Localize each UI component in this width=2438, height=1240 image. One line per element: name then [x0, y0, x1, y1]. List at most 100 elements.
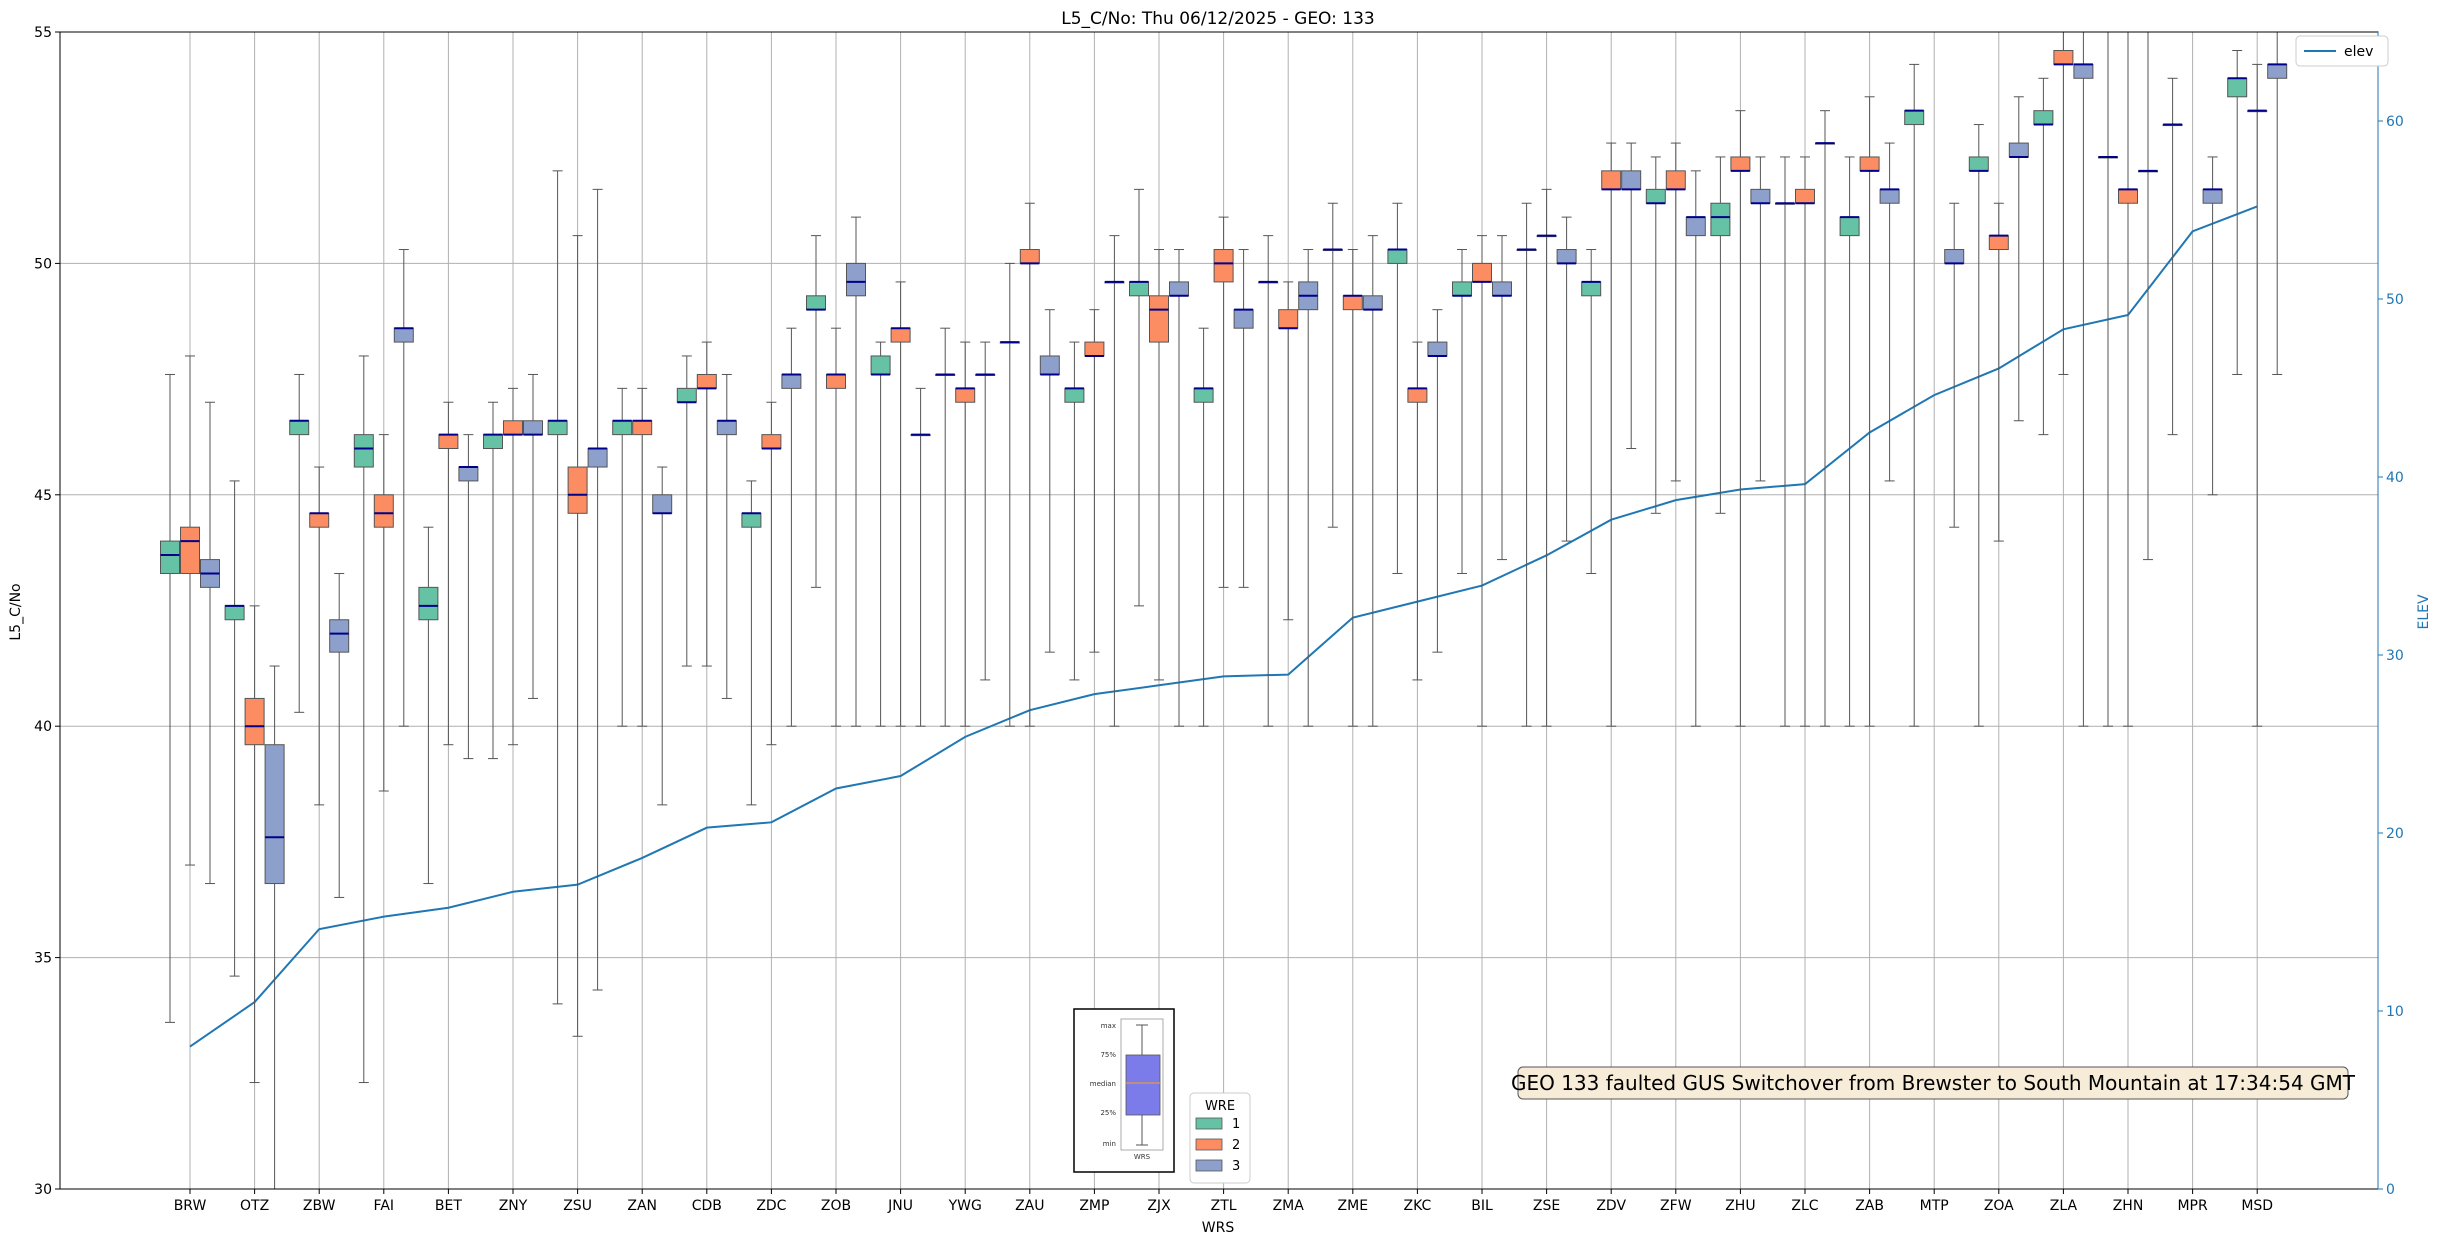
- box-zdc-wre3: [781, 327, 802, 727]
- box-body: [1064, 387, 1085, 403]
- box-zse-wre2: [1536, 188, 1557, 727]
- box-zhu-wre1: [1710, 156, 1731, 514]
- box-ywg-wre3: [975, 341, 996, 681]
- box-body: [612, 420, 633, 436]
- box-zny-wre3: [523, 373, 543, 699]
- wre-legend-3: 3: [1232, 1159, 1240, 1174]
- elev-legend: elev: [2295, 35, 2389, 67]
- annotation-box: GEO 133 faulted GUS Switchover from Brew…: [1511, 1066, 2356, 1100]
- box-zse-wre1: [1516, 202, 1537, 727]
- key-label: 75%: [1100, 1051, 1116, 1059]
- box-body: [761, 434, 782, 450]
- box-body: [438, 434, 459, 450]
- box-jnu-wre3: [910, 387, 931, 727]
- x-tick-label: FAI: [374, 1198, 394, 1214]
- box-body: [1342, 295, 1363, 311]
- box-zdc-wre1: [741, 480, 762, 806]
- box-zbw-wre1: [289, 373, 310, 713]
- x-tick-label: ZLA: [2050, 1198, 2078, 1214]
- x-tick-label: BET: [435, 1198, 462, 1214]
- box-body: [289, 420, 310, 436]
- box-zan-wre3: [652, 466, 673, 806]
- box-zab-wre1: [1839, 156, 1860, 727]
- box-zme-wre2: [1342, 249, 1363, 727]
- wre-legend: WRE 1 2 3: [1189, 1092, 1251, 1184]
- x-axis-label: WRS: [1202, 1220, 1235, 1236]
- box-zme-wre3: [1362, 235, 1383, 727]
- box-body: [1685, 216, 1706, 237]
- box-ywg-wre2: [955, 341, 976, 727]
- box-zme-wre1: [1322, 202, 1343, 528]
- box-body: [1710, 202, 1731, 237]
- box-layer: [160, 31, 2288, 1190]
- box-zdv-wre3: [1621, 142, 1642, 450]
- x-tick-label: ZMP: [1079, 1198, 1109, 1214]
- box-zmp-wre2: [1084, 309, 1105, 653]
- box-body: [483, 434, 503, 450]
- box-body: [870, 355, 891, 375]
- box-body: [523, 420, 543, 436]
- key-label: median: [1090, 1080, 1116, 1088]
- box-cdb-wre3: [716, 373, 737, 699]
- box-body: [160, 540, 180, 574]
- box-msd-wre3: [2267, 31, 2288, 375]
- x-tick-label: MSD: [2241, 1198, 2273, 1214]
- box-body: [373, 494, 394, 528]
- box-body: [1084, 341, 1105, 357]
- box-fai-wre3: [393, 249, 414, 727]
- elev-layer: [189, 205, 2258, 1048]
- key-box: [1125, 1054, 1161, 1116]
- box-body: [632, 420, 653, 436]
- box-zla-wre2: [2053, 31, 2074, 375]
- x-tick-label: ZOB: [821, 1198, 851, 1214]
- box-body: [2267, 63, 2288, 79]
- x-tick-label: ZME: [1338, 1198, 1369, 1214]
- box-body: [846, 262, 866, 297]
- box-body: [652, 494, 673, 514]
- x-tick-label: ZFW: [1660, 1198, 1692, 1214]
- box-zmp-wre3: [1104, 235, 1125, 727]
- y-tick-label: 50: [34, 256, 52, 272]
- key-label: 25%: [1100, 1109, 1116, 1117]
- box-zab-wre3: [1879, 142, 1900, 482]
- box-ztl-wre3: [1233, 249, 1254, 588]
- elev-legend-label: elev: [2344, 44, 2373, 60]
- box-body: [2053, 50, 2074, 65]
- x-tick-label: BRW: [174, 1198, 207, 1214]
- box-body: [503, 420, 523, 436]
- x-tick-label: ZAB: [1855, 1198, 1884, 1214]
- box-body: [1621, 170, 1642, 190]
- box-body: [2033, 110, 2054, 126]
- box-otz-wre2: [244, 605, 265, 1084]
- y-tick-label: 40: [34, 719, 52, 735]
- y-axis-label-right: ELEV: [2416, 594, 2432, 629]
- box-body: [1149, 295, 1169, 343]
- box-brw-wre3: [200, 401, 220, 885]
- x-tick-label: MPR: [2177, 1198, 2208, 1214]
- box-body: [2008, 142, 2029, 158]
- box-body: [741, 512, 762, 528]
- box-ztl-wre2: [1213, 216, 1234, 588]
- chart-title: L5_C/No: Thu 06/12/2025 - GEO: 133: [1061, 9, 1374, 29]
- key-label: min: [1103, 1140, 1116, 1148]
- box-zau-wre2: [1019, 202, 1040, 727]
- box-zoa-wre2: [1988, 202, 2009, 542]
- x-tick-label: ZOA: [1984, 1198, 2014, 1214]
- x-tick-label: ZSU: [563, 1198, 592, 1214]
- box-bil-wre3: [1492, 235, 1512, 561]
- box-body: [1129, 281, 1149, 297]
- box-zhn-wre1: [2098, 31, 2118, 727]
- box-body: [2118, 188, 2138, 204]
- box-jnu-wre1: [870, 341, 891, 727]
- box-body: [1795, 188, 1815, 204]
- box-body: [1278, 309, 1299, 329]
- box-body: [1601, 170, 1622, 190]
- box-zoa-wre1: [1968, 124, 1989, 727]
- box-body: [826, 373, 846, 389]
- box-body: [1968, 156, 1989, 172]
- y-right-tick-label: 20: [2386, 826, 2404, 842]
- x-tick-label: ZDV: [1596, 1198, 1626, 1214]
- x-tick-label: BIL: [1471, 1198, 1493, 1214]
- box-zlc-wre3: [1815, 110, 1835, 727]
- box-fai-wre2: [373, 434, 394, 792]
